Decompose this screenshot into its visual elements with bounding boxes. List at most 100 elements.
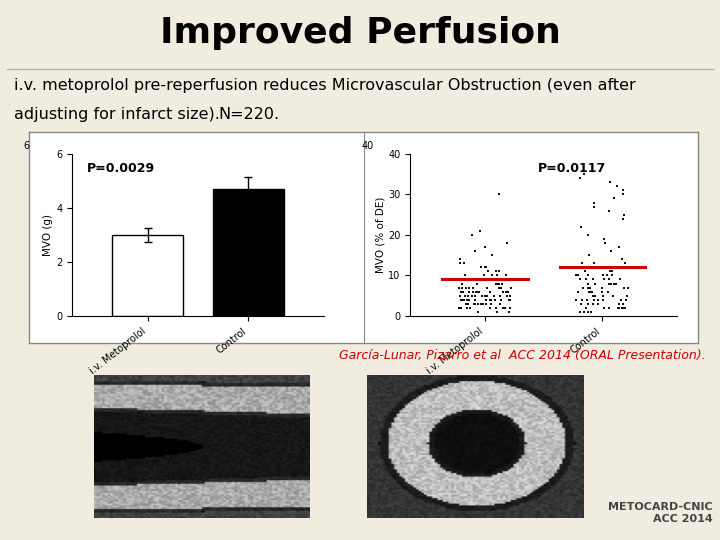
Point [495,295,507,304]
Point [490,267,502,275]
Point [608,194,620,203]
Point [456,275,467,284]
Point [460,283,472,292]
Point [604,267,616,275]
Point [462,295,473,304]
Text: adjusting for infarct size).: adjusting for infarct size). [14,107,220,122]
Point [616,255,628,264]
Point [613,303,624,312]
Point [614,275,626,284]
Point [492,271,503,280]
Point [482,283,493,292]
Point [607,267,618,275]
Point [613,299,625,308]
Point [611,279,622,288]
Point [583,287,595,296]
Point [456,283,468,292]
Point [456,279,468,288]
Point [504,303,516,312]
Point [460,299,472,308]
Point [588,198,600,207]
Y-axis label: MVO (g): MVO (g) [43,214,53,256]
Point [499,303,510,312]
Point [574,307,585,316]
Point [619,303,631,312]
Point [489,295,500,304]
Point [494,292,505,300]
Point [472,307,484,316]
Point [620,263,631,272]
Point [579,267,590,275]
Point [455,295,467,304]
Point [485,299,497,308]
Point [453,283,464,292]
Point [503,295,515,304]
Point [494,283,505,292]
Text: i.v. metoprolol pre-reperfusion reduces Microvascular Obstruction (even after: i.v. metoprolol pre-reperfusion reduces … [14,78,636,93]
Point [617,303,629,312]
Point [462,299,474,308]
Point [467,287,479,296]
Point [468,299,480,308]
Point [582,307,593,316]
Point [492,307,503,316]
Point [462,299,474,308]
Point [618,190,629,199]
Point [490,279,502,288]
Point [469,275,481,284]
Point [474,227,486,235]
Point [486,275,498,284]
Point [476,292,487,300]
Point [458,295,469,304]
Point [621,292,633,300]
Point [618,299,629,308]
Point [598,303,610,312]
Point [484,295,495,304]
Point [603,303,615,312]
Point [589,292,600,300]
Point [495,283,507,292]
Point [467,283,479,292]
Point [604,178,616,187]
Point [603,279,615,288]
Point [588,295,599,304]
Point [597,271,608,280]
Point [603,287,614,296]
Point [582,283,594,292]
Point [454,303,465,312]
Point [588,202,599,211]
Point [585,307,597,316]
Point [613,303,624,312]
Point [588,259,600,267]
Point [621,292,633,300]
Point [454,255,466,264]
Point [620,295,631,304]
Point [462,292,474,300]
Point [505,283,517,292]
Point [493,267,505,275]
Point [488,292,500,300]
Point [463,283,474,292]
Point [605,247,616,255]
Point [571,271,582,280]
Point [480,263,492,272]
Point [469,292,481,300]
Bar [213,189,284,316]
Point [585,283,596,292]
Point [494,279,505,288]
Point [473,287,485,296]
Point [601,271,613,280]
Point [503,287,514,296]
Point [459,275,470,284]
Point [613,303,624,312]
Point [479,263,490,272]
Point [454,292,466,300]
Point [496,279,508,288]
Point [455,287,467,296]
Point [587,292,598,300]
Point [590,263,602,272]
Point [475,263,487,272]
Point [461,303,472,312]
Point [598,275,610,284]
Point [599,239,611,247]
